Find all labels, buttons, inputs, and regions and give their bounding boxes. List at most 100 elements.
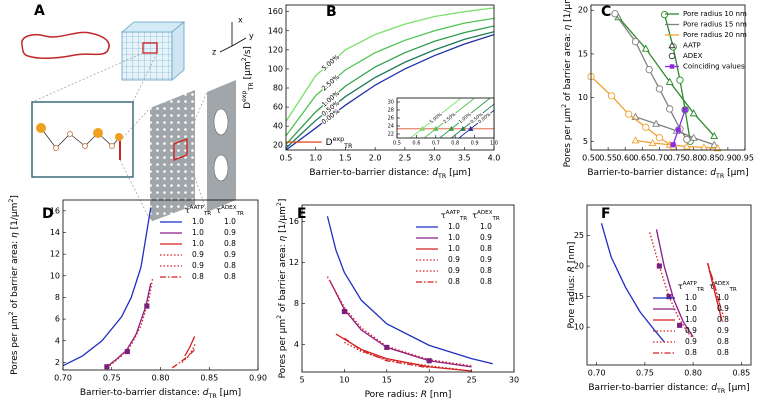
- y-axis-label-part: 2: [276, 315, 283, 319]
- x-tick-label: 0.85: [732, 369, 750, 378]
- legend-header-part: τ: [472, 211, 477, 220]
- x-tick-label: 0.9: [471, 141, 479, 147]
- legend-header: τADEXTR: [472, 210, 500, 222]
- y-tick-label: 15: [574, 292, 584, 301]
- x-axis-label-part: [μm]: [725, 383, 749, 393]
- y-tick-label: 10: [574, 323, 584, 332]
- y-axis-label-part: [1/μm: [563, 0, 573, 25]
- legend-header-part: TR: [203, 211, 211, 217]
- y-tick-label: 4: [294, 340, 299, 349]
- legend-label: 0.9: [717, 304, 729, 313]
- legend-label: Pore radius 20 nm: [683, 31, 747, 39]
- x-axis-label-part: Barrier-to-barrier distance:: [80, 388, 203, 398]
- x-axis-label-part: [μm]: [724, 168, 748, 178]
- axis-label: z: [212, 48, 216, 57]
- y-tick-label: 80: [273, 83, 283, 92]
- y-tick-label: 15: [578, 49, 588, 58]
- marker: [670, 142, 676, 148]
- y-tick-label: 22: [388, 132, 394, 138]
- zoom-line: [119, 107, 151, 142]
- series-line: [329, 280, 472, 368]
- legend-label: 0.8: [717, 315, 729, 324]
- legend-label: 0.8: [480, 277, 492, 286]
- legend-label: 0.9: [480, 255, 492, 264]
- x-tick-label: 2.0: [369, 154, 382, 163]
- legend-label: 0.8: [717, 348, 729, 357]
- marker: [689, 109, 698, 117]
- x-axis-label-part: [μm]: [217, 388, 241, 398]
- marker: [656, 263, 662, 269]
- legend-header-part: ADEX: [477, 210, 493, 216]
- y-axis-label-part: 2: [8, 311, 15, 315]
- x-axis-label-part: d: [710, 168, 716, 178]
- zoom-line: [186, 91, 208, 140]
- y-axis-label: DexpTR [μm2/s]: [241, 46, 255, 109]
- marker: [666, 105, 674, 113]
- marker: [710, 140, 719, 148]
- legend-label: 1.0: [685, 293, 697, 302]
- particle: [115, 133, 123, 141]
- marker: [624, 110, 633, 118]
- x-tick-label: 15: [382, 376, 392, 385]
- legend-label: 1.0: [685, 315, 697, 324]
- legend-label: 0.8: [685, 348, 697, 357]
- marker: [467, 125, 474, 131]
- y-axis-label-part: of barrier area:: [563, 30, 573, 103]
- x-tick-label: 0.55: [599, 154, 617, 163]
- x-axis-label: Barrier-to-barrier distance: dTR [μm]: [587, 168, 748, 180]
- marker: [631, 136, 640, 144]
- series-line: [655, 229, 694, 338]
- series-line: [286, 17, 494, 137]
- legend-label: 0.8: [224, 261, 236, 270]
- x-tick-label: 4.0: [488, 154, 501, 163]
- x-tick-label: 0.5: [393, 141, 401, 147]
- legend-label: 0.9: [448, 255, 460, 264]
- y-tick-label: 100: [268, 64, 283, 73]
- y-axis-label-part: [nm]: [567, 242, 577, 266]
- y-axis-label-part: TR: [248, 82, 255, 92]
- legend-label: 0.9: [685, 337, 697, 346]
- legend-header-part: AATP: [190, 205, 205, 211]
- axis-z: [219, 45, 233, 53]
- x-tick-label: 0.70: [54, 374, 72, 383]
- x-axis-label-part: d: [203, 388, 209, 398]
- series-line: [614, 13, 688, 140]
- x-axis-label-part: d: [432, 168, 438, 178]
- plot-frame: [396, 97, 495, 139]
- marker: [666, 294, 672, 300]
- x-axis-label: Barrier-to-barrier distance: dTR [μm]: [588, 383, 749, 395]
- marker: [124, 349, 130, 355]
- x-axis-label: Barrier-to-barrier distance: dTR [μm]: [80, 388, 241, 400]
- y-tick-label: 26: [388, 116, 394, 122]
- y-tick-label: 120: [268, 45, 283, 54]
- legend-label: 1.0: [192, 239, 204, 248]
- x-tick-label: 0.90: [249, 374, 267, 383]
- x-tick-label: 10: [339, 376, 349, 385]
- x-axis-label-part: TR: [716, 388, 726, 395]
- panel-a: A x y z: [21, 3, 254, 222]
- line-label-part: exp: [333, 136, 345, 143]
- cube-front-grid: [121, 31, 173, 81]
- legend-header-part: AATP: [683, 281, 698, 287]
- membrane-zoom: [207, 80, 236, 212]
- legend-label: Coinciding values: [683, 63, 745, 71]
- curve-label: 5.00%: [320, 53, 341, 73]
- particle: [36, 123, 46, 133]
- legend-header-part: AATP: [446, 210, 461, 216]
- series-line: [106, 283, 152, 368]
- y-tick-label: 160: [268, 7, 283, 16]
- zoom-line: [132, 52, 158, 103]
- plot-frame: [301, 204, 515, 373]
- legend-label: 0.9: [224, 228, 236, 237]
- y-tick-label: 6: [55, 315, 60, 324]
- x-axis-label-part: [nm]: [427, 390, 451, 400]
- y-tick-label: 140: [268, 26, 283, 35]
- marker: [668, 52, 676, 60]
- y-axis-label-part: Pores per μm: [563, 108, 573, 168]
- legend-label: 0.9: [224, 250, 236, 259]
- x-tick-label: 0.80: [685, 154, 703, 163]
- step: [109, 143, 115, 149]
- particle: [93, 128, 103, 138]
- marker: [642, 123, 650, 131]
- marker: [689, 133, 698, 141]
